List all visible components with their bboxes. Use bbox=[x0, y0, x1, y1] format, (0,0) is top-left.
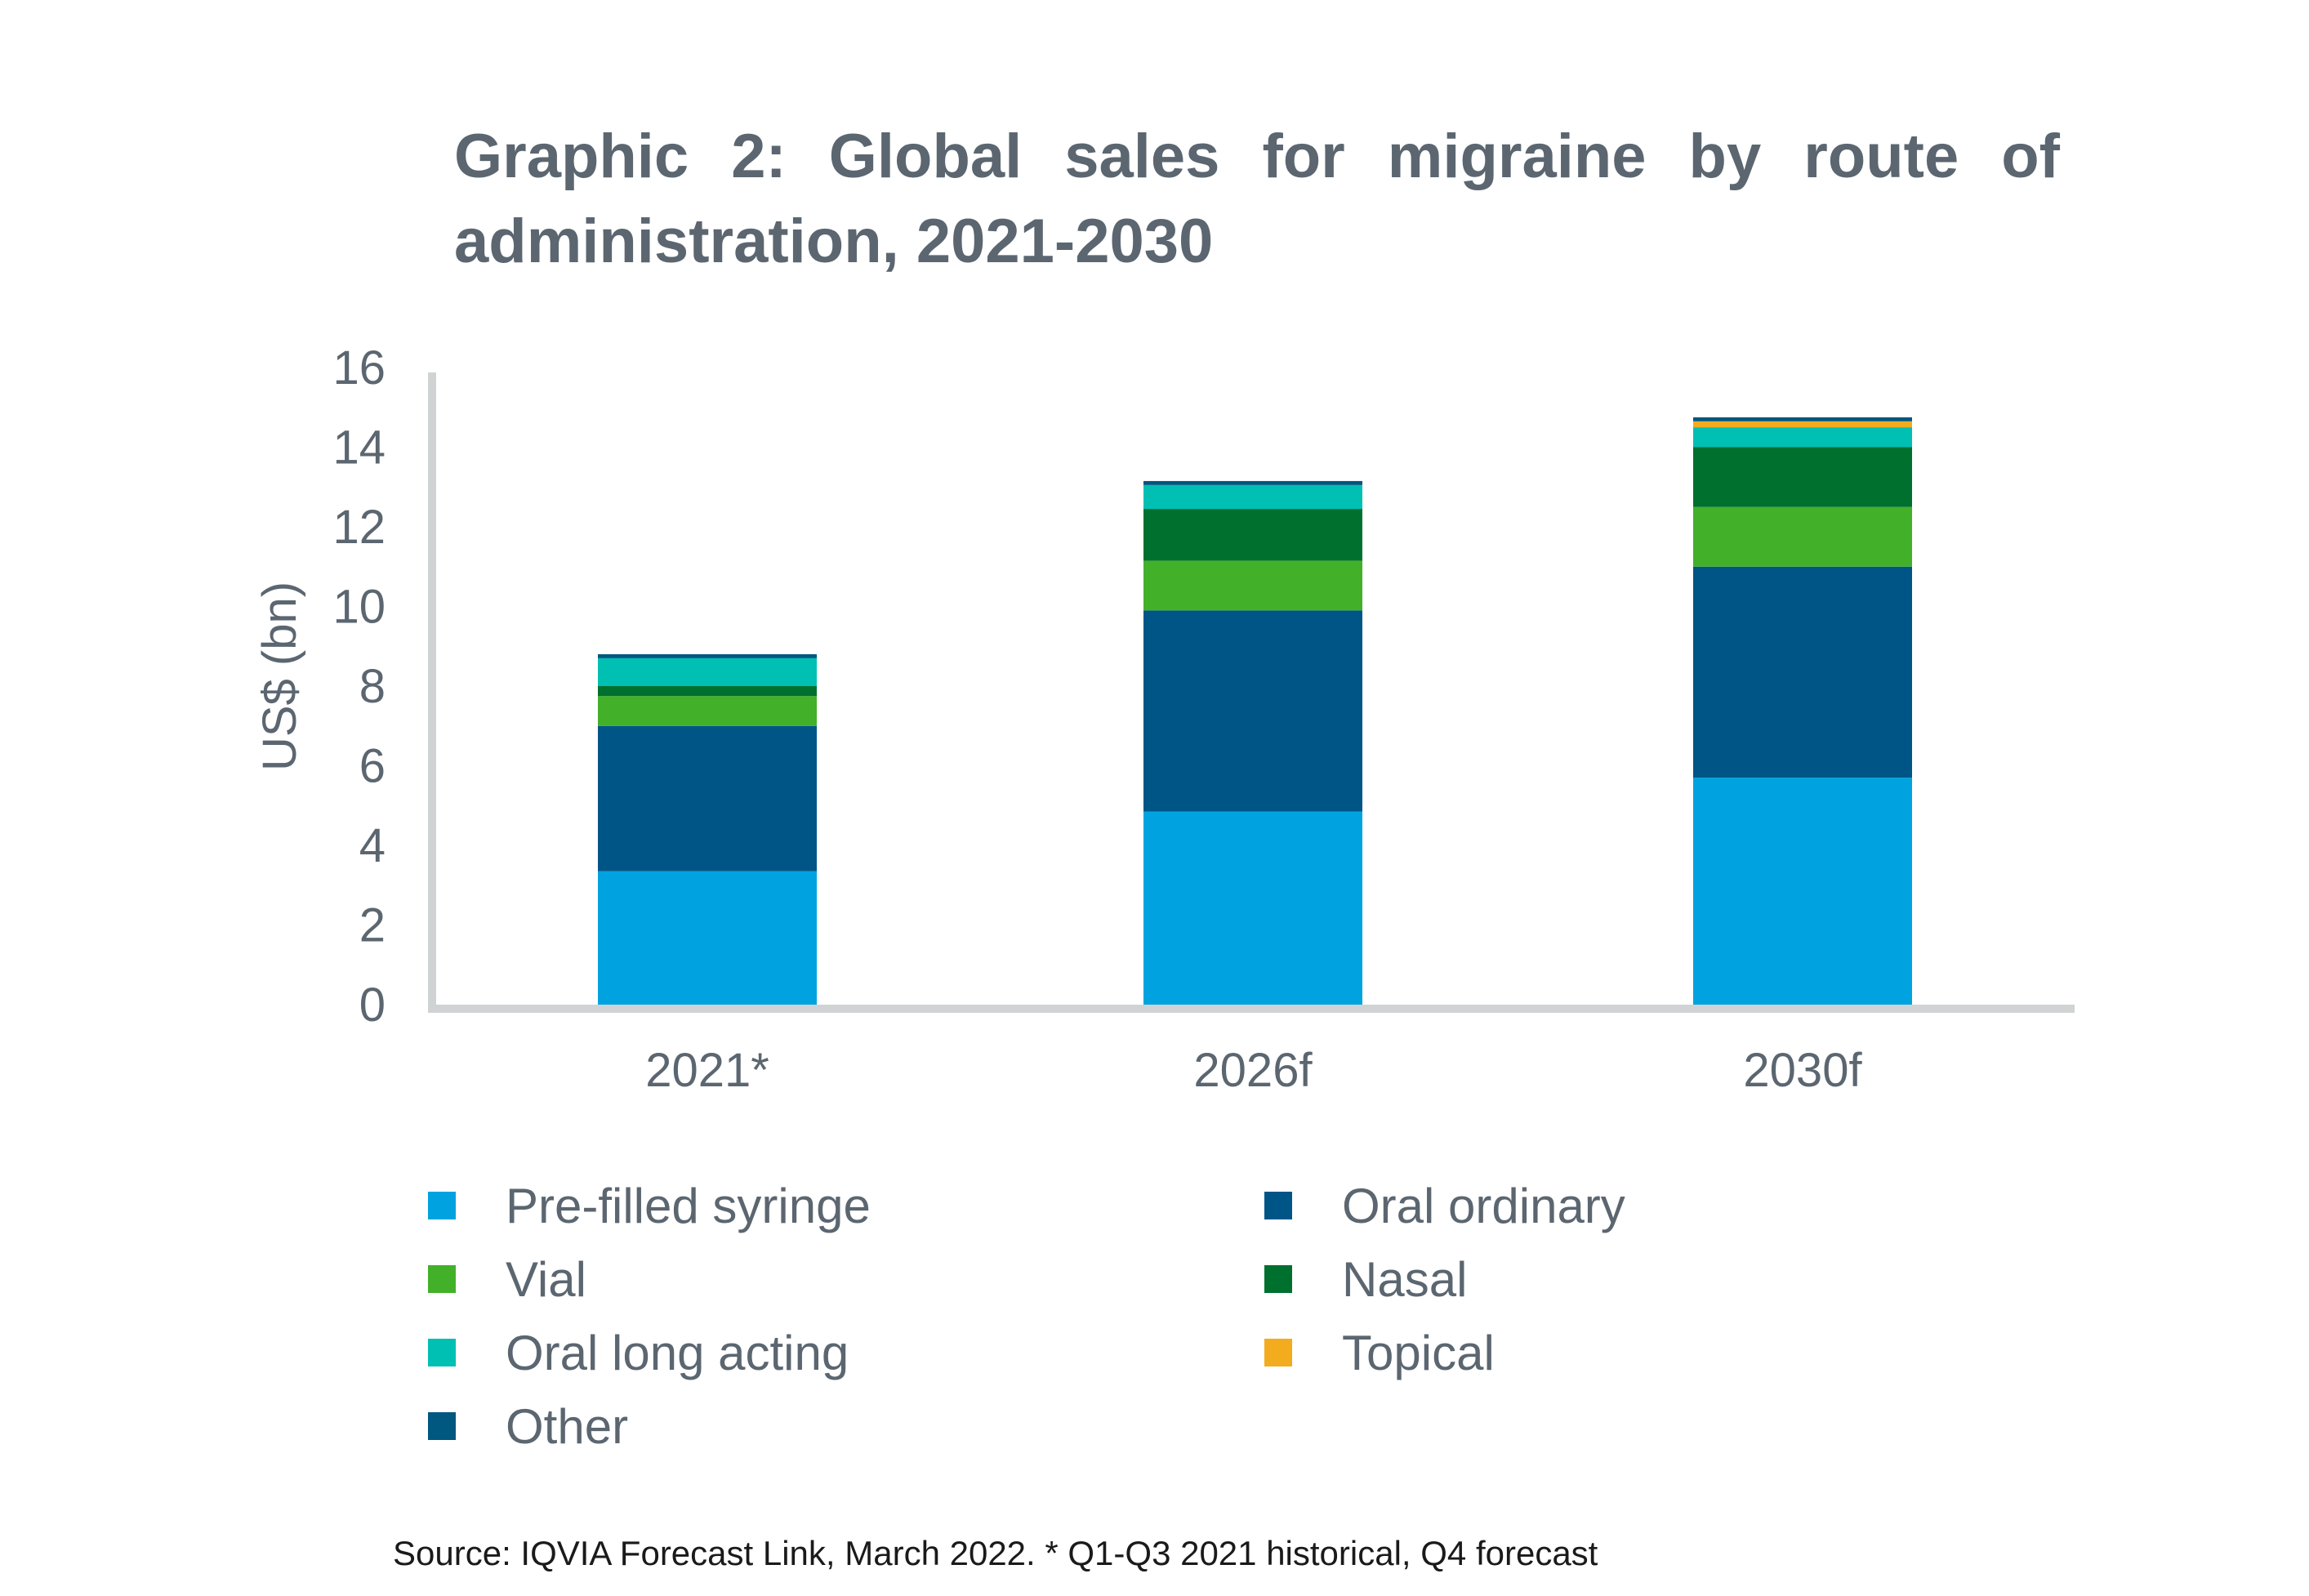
legend-label: Nasal bbox=[1342, 1252, 1467, 1307]
y-axis-title: US$ (bn) bbox=[253, 582, 306, 771]
legend-swatch bbox=[428, 1192, 456, 1219]
legend-label: Oral long acting bbox=[506, 1326, 849, 1380]
legend-label: Oral ordinary bbox=[1342, 1179, 1625, 1233]
y-tick-label: 6 bbox=[359, 740, 386, 793]
y-tick-label: 2 bbox=[359, 899, 386, 952]
bar-segment-oral-long-acting-2026f bbox=[1143, 484, 1362, 510]
legend-swatch bbox=[428, 1412, 456, 1440]
bar-segment-other-2030f bbox=[1693, 417, 1912, 421]
bar-segment-vial-2026f bbox=[1143, 560, 1362, 611]
bar-segment-nasal-2026f bbox=[1143, 509, 1362, 561]
bar-segment-nasal-2030f bbox=[1693, 447, 1912, 507]
y-tick-label: 14 bbox=[332, 421, 386, 475]
bar-segment-vial-2021 bbox=[598, 696, 817, 726]
y-tick-label: 10 bbox=[332, 581, 386, 634]
legend-swatch bbox=[428, 1339, 456, 1366]
legend-item-other: Other bbox=[428, 1399, 628, 1454]
x-tick-label: 2021* bbox=[645, 1044, 769, 1097]
bar-segment-oral-long-acting-2030f bbox=[1693, 427, 1912, 448]
y-tick-label: 16 bbox=[332, 341, 386, 395]
legend-label: Topical bbox=[1342, 1326, 1495, 1380]
legend-item-topical: Topical bbox=[1264, 1326, 1495, 1380]
bar-segment-nasal-2021 bbox=[598, 686, 817, 697]
bar-segment-oral-ordinary-2030f bbox=[1693, 566, 1912, 778]
legend-swatch bbox=[1264, 1192, 1292, 1219]
bar-segment-topical-2030f bbox=[1693, 421, 1912, 428]
legend-item-oral-ordinary: Oral ordinary bbox=[1264, 1179, 1625, 1233]
bar-segment-other-2026f bbox=[1143, 480, 1362, 485]
x-tick-labels: 2021* 2026f 2030f bbox=[645, 1044, 1862, 1097]
x-tick-label: 2026f bbox=[1193, 1044, 1313, 1097]
axes bbox=[428, 372, 2075, 1013]
y-tick-label: 4 bbox=[359, 819, 386, 872]
bar-segment-pre-filled-syringe-2030f bbox=[1693, 778, 1912, 1005]
legend-label: Pre-filled syringe bbox=[506, 1179, 871, 1233]
legend-label: Other bbox=[506, 1399, 628, 1454]
chart-title: Graphic 2: Global sales for migraine by … bbox=[454, 122, 2060, 276]
legend-item-vial: Vial bbox=[428, 1252, 586, 1307]
bar-segment-pre-filled-syringe-2021 bbox=[598, 871, 817, 1005]
legend-swatch bbox=[428, 1265, 456, 1293]
bar-stacks bbox=[598, 417, 1912, 1005]
y-tick-labels: 0 2 4 6 8 10 12 14 16 bbox=[332, 341, 386, 1032]
legend-label: Vial bbox=[506, 1252, 586, 1307]
x-tick-label: 2030f bbox=[1743, 1044, 1862, 1097]
bar-segment-oral-ordinary-2026f bbox=[1143, 610, 1362, 812]
y-tick-label: 12 bbox=[332, 501, 386, 554]
legend-swatch bbox=[1264, 1265, 1292, 1293]
legend-swatch bbox=[1264, 1339, 1292, 1366]
y-tick-label: 8 bbox=[359, 660, 386, 713]
bar-segment-other-2021 bbox=[598, 654, 817, 658]
legend-item-oral-long-acting: Oral long acting bbox=[428, 1326, 849, 1380]
y-tick-label: 0 bbox=[359, 979, 386, 1032]
bar-segment-pre-filled-syringe-2026f bbox=[1143, 811, 1362, 1005]
chart-source-note: Source: IQVIA Forecast Link, March 2022.… bbox=[393, 1534, 1598, 1572]
legend-item-pre-filled-syringe: Pre-filled syringe bbox=[428, 1179, 871, 1233]
legend-item-nasal: Nasal bbox=[1264, 1252, 1467, 1307]
bar-segment-vial-2030f bbox=[1693, 506, 1912, 567]
bar-segment-oral-long-acting-2021 bbox=[598, 658, 817, 686]
legend: Pre-filled syringe Oral ordinary Vial Nasal… bbox=[428, 1179, 1625, 1454]
bar-segment-oral-ordinary-2021 bbox=[598, 725, 817, 872]
